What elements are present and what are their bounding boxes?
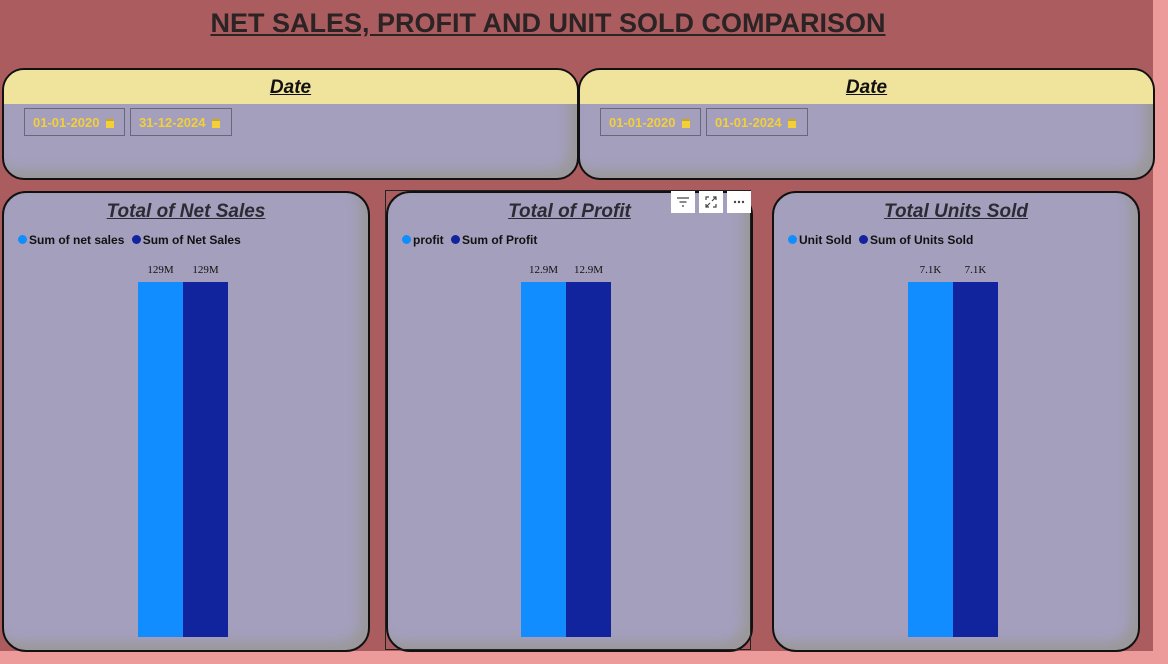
- date-slicer-2[interactable]: Date 01-01-2020 01-01-2024: [578, 68, 1155, 180]
- focus-mode-icon[interactable]: [699, 191, 723, 213]
- date-slicer-1[interactable]: Date 01-01-2020 31-12-2024: [2, 68, 579, 180]
- legend-dot-series-b: [451, 235, 460, 244]
- page-title: NET SALES, PROFIT AND UNIT SOLD COMPARIS…: [210, 8, 886, 38]
- slicer-header: Date: [580, 70, 1153, 104]
- data-label: 12.9M: [528, 264, 559, 276]
- chart-bar[interactable]: [521, 282, 566, 637]
- legend-label: Sum of Profit: [462, 233, 538, 247]
- chart-title: Total of Profit: [508, 201, 631, 222]
- start-date-value: 01-01-2020: [609, 115, 676, 130]
- report-canvas: NET SALES, PROFIT AND UNIT SOLD COMPARIS…: [0, 0, 1155, 652]
- data-label: 12.9M: [573, 264, 604, 276]
- legend-item[interactable]: Unit Sold: [788, 233, 852, 247]
- end-date-value: 31-12-2024: [139, 115, 206, 130]
- data-label: 7.1K: [964, 264, 987, 276]
- calendar-icon[interactable]: [787, 119, 796, 129]
- net-sales-chart-card[interactable]: Total of Net Sales Sum of net sales Sum …: [2, 191, 370, 652]
- chart-bar[interactable]: [138, 282, 183, 637]
- legend-item[interactable]: Sum of Units Sold: [859, 233, 973, 247]
- chart-legend: Unit Sold Sum of Units Sold: [788, 233, 977, 247]
- start-date-input[interactable]: 01-01-2020: [600, 108, 701, 136]
- legend-dot-series-a: [402, 235, 411, 244]
- slicer-header: Date: [4, 70, 577, 104]
- data-label: 129M: [147, 264, 174, 276]
- legend-item[interactable]: Sum of Profit: [451, 233, 537, 247]
- chart-bar[interactable]: [953, 282, 998, 637]
- chart-legend: profit Sum of Profit: [402, 233, 541, 247]
- chart-title: Total of Net Sales: [106, 201, 266, 222]
- data-label: 129M: [192, 264, 219, 276]
- legend-label: Sum of Net Sales: [142, 233, 241, 247]
- calendar-icon[interactable]: [681, 119, 690, 129]
- legend-label: profit: [413, 233, 444, 247]
- profit-chart-card[interactable]: Total of Profit profit Sum of Profit 12.…: [386, 191, 753, 652]
- end-date-value: 01-01-2024: [715, 115, 782, 130]
- legend-dot-series-a: [18, 235, 27, 244]
- legend-item[interactable]: profit: [402, 233, 444, 247]
- legend-dot-series-b: [859, 235, 869, 244]
- legend-item[interactable]: Sum of Net Sales: [131, 233, 241, 247]
- legend-dot-series-b: [131, 235, 141, 244]
- more-options-icon[interactable]: [727, 191, 751, 213]
- units-sold-chart-card[interactable]: Total Units Sold Unit Sold Sum of Units …: [772, 191, 1140, 652]
- calendar-icon[interactable]: [105, 119, 114, 129]
- chart-title: Total Units Sold: [884, 201, 1028, 222]
- end-date-input[interactable]: 31-12-2024: [130, 108, 232, 136]
- chart-bar[interactable]: [908, 282, 953, 637]
- end-date-input[interactable]: 01-01-2024: [706, 108, 808, 136]
- legend-item[interactable]: Sum of net sales: [18, 233, 124, 247]
- data-label: 7.1K: [919, 264, 942, 276]
- start-date-value: 01-01-2020: [33, 115, 100, 130]
- filter-icon[interactable]: [671, 191, 695, 213]
- chart-bar[interactable]: [566, 282, 611, 637]
- legend-label: Unit Sold: [799, 233, 852, 247]
- calendar-icon[interactable]: [211, 119, 220, 129]
- legend-label: Sum of net sales: [29, 233, 125, 247]
- legend-label: Sum of Units Sold: [870, 233, 974, 247]
- legend-dot-series-a: [788, 235, 797, 244]
- start-date-input[interactable]: 01-01-2020: [24, 108, 125, 136]
- chart-bar[interactable]: [183, 282, 228, 637]
- chart-legend: Sum of net sales Sum of Net Sales: [18, 233, 245, 247]
